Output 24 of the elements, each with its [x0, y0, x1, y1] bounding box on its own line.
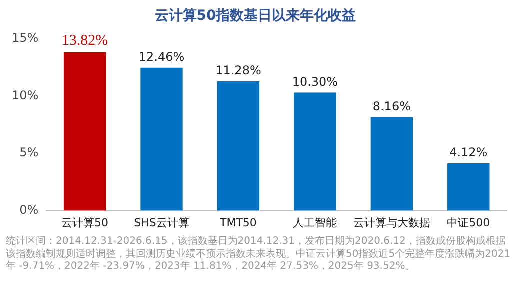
y-tick-label: 5% [20, 146, 39, 160]
bar [140, 68, 183, 211]
bar [294, 92, 336, 211]
bar [370, 117, 414, 211]
x-tick-label: 云计算与大数据 [353, 216, 430, 230]
bar [64, 52, 106, 211]
y-tick-label: 0% [20, 202, 39, 217]
y-tick-label: 15% [12, 30, 39, 45]
chart-title: 云计算50指数基日以来年化收益 [154, 8, 356, 24]
bar [448, 164, 490, 211]
x-tick-label: 云计算50 [62, 216, 109, 230]
data-label: 12.46% [138, 50, 185, 64]
x-tick-label: 人工智能 [293, 216, 338, 230]
data-label: 10.30% [292, 74, 338, 89]
data-label: 11.28% [216, 64, 262, 78]
data-label: 4.12% [450, 146, 488, 160]
bar [217, 81, 260, 211]
x-tick-label: 中证500 [447, 216, 490, 230]
y-tick-label: 10% [12, 88, 39, 102]
data-label: 13.82% [62, 32, 108, 49]
text: 统计区间：2014.12.31-2026.6.15，该指数基日为2014.12.31，发布日期为2020.6.12，指数成份股构成根据该指数编制规则适时调整，其回测历史业绩不预示指数未来表现。中证云计算50指数近5个完整年度涨跌幅为2021年 -9.71%，2022年 -23.97%，2023年 11.81%，2024年 27.53%，2025年 93.52%。 [5, 236, 512, 274]
data-label: 8.16% [372, 99, 411, 114]
x-tick-label: TMT50 [219, 216, 257, 230]
x-tick-label: SHS云计算 [134, 216, 190, 230]
